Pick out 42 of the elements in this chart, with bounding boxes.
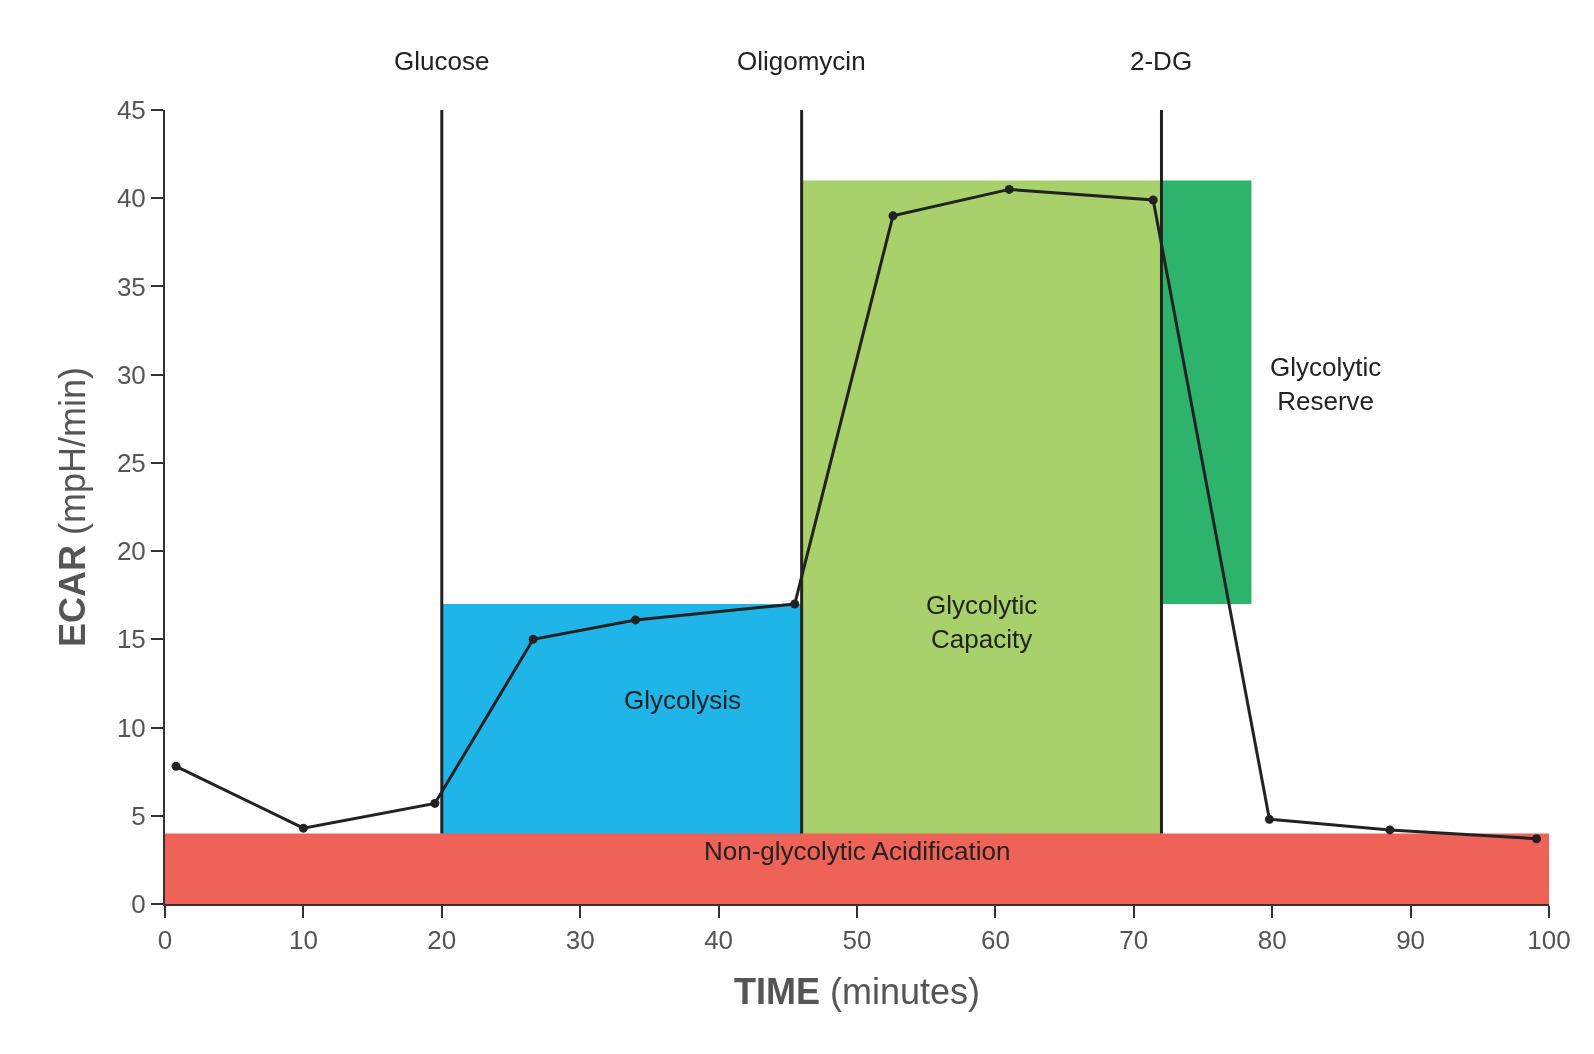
y-tick-label: 10 <box>116 712 146 743</box>
point <box>1148 195 1158 205</box>
x-tick-label: 20 <box>427 925 457 956</box>
ref-line-label: Oligomycin <box>737 46 866 76</box>
ref-line-label: 2-DG <box>1130 46 1193 76</box>
y-tick-label: 25 <box>116 447 146 478</box>
y-tick-label: 0 <box>131 889 146 920</box>
point <box>1385 825 1395 835</box>
y-tick-label: 35 <box>116 271 146 302</box>
point <box>1004 184 1014 194</box>
ref-line-label: Glucose <box>394 46 490 76</box>
x-tick-label: 40 <box>704 925 734 956</box>
x-tick-label: 60 <box>980 925 1010 956</box>
point <box>1264 814 1274 824</box>
y-tick-label: 40 <box>116 183 146 214</box>
annotation: Glycolysis <box>624 685 742 715</box>
point <box>528 634 538 644</box>
point <box>430 798 440 808</box>
x-axis-title: TIME (minutes) <box>733 971 981 1013</box>
y-tick-label: 15 <box>116 624 146 655</box>
point <box>631 615 641 625</box>
point <box>888 211 898 221</box>
point <box>1532 834 1542 844</box>
x-tick-label: 70 <box>1119 925 1149 956</box>
y-tick-label: 20 <box>116 536 146 567</box>
point <box>171 761 181 771</box>
y-tick-label: 45 <box>116 95 146 126</box>
point <box>298 823 308 833</box>
y-tick-label: 30 <box>116 359 146 390</box>
y-axis-title: ECAR (mpH/min) <box>52 366 94 648</box>
x-tick-label: 50 <box>842 925 872 956</box>
x-tick-label: 0 <box>157 925 173 956</box>
annotation: Non-glycolytic Acidification <box>704 836 1011 866</box>
x-tick-label: 100 <box>1527 925 1571 956</box>
y-tick-label: 5 <box>131 800 146 831</box>
x-tick-label: 80 <box>1257 925 1287 956</box>
annotation: Glycolytic Reserve <box>1270 352 1382 416</box>
x-tick-label: 10 <box>288 925 318 956</box>
x-tick-label: 90 <box>1396 925 1426 956</box>
x-tick-label: 30 <box>565 925 595 956</box>
annotation: Glycolytic Capacity <box>926 590 1038 654</box>
point <box>790 599 800 609</box>
